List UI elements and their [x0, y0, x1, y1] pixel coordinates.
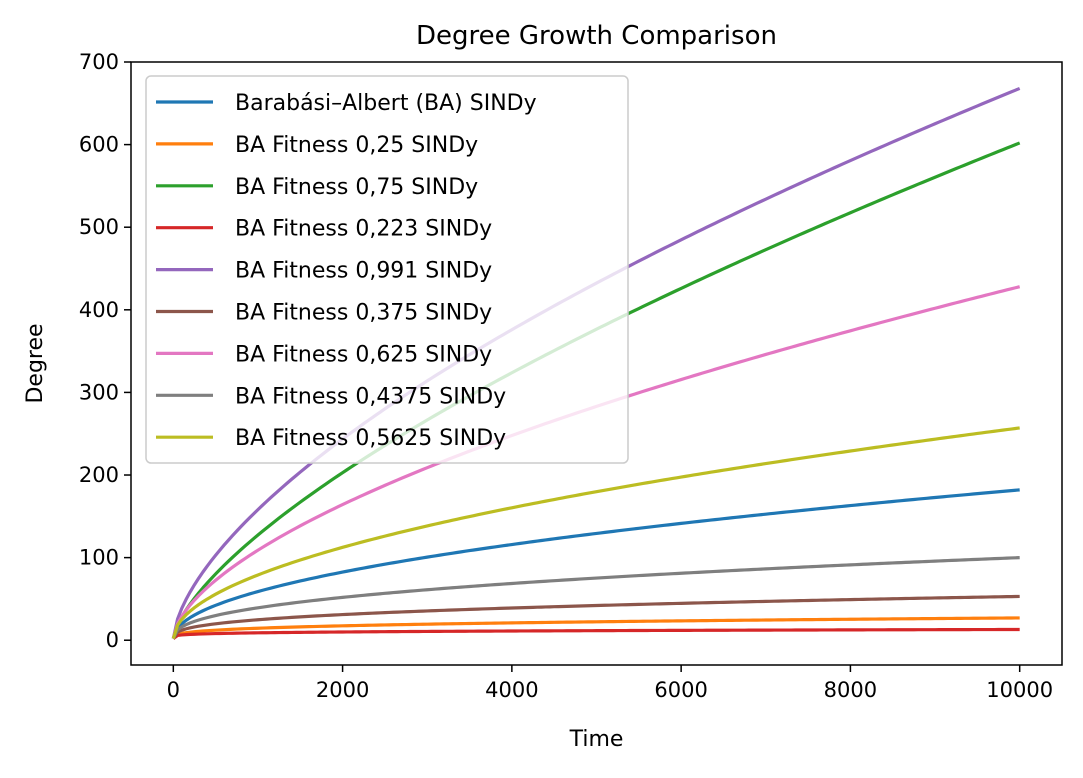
y-tick-label: 100 — [79, 546, 119, 570]
legend-label: BA Fitness 0,991 SINDy — [235, 259, 492, 284]
series-line-4 — [172, 627, 1020, 640]
x-tick-label: 0 — [167, 678, 180, 702]
legend-label: BA Fitness 0,25 SINDy — [235, 133, 478, 158]
legend-label: BA Fitness 0,375 SINDy — [235, 301, 492, 326]
chart-title: Degree Growth Comparison — [416, 21, 777, 51]
legend-label: BA Fitness 0,223 SINDy — [235, 217, 492, 242]
y-tick-label: 300 — [79, 380, 119, 404]
y-tick-label: 400 — [79, 298, 119, 322]
y-tick-label: 200 — [79, 463, 119, 487]
legend-box — [145, 75, 629, 464]
series-line-1 — [171, 488, 1020, 640]
legend-label: BA Fitness 0,5625 SINDy — [235, 426, 506, 451]
x-axis-label: Time — [569, 727, 624, 752]
x-tick-label: 8000 — [824, 678, 877, 702]
y-tick-label: 0 — [106, 628, 119, 652]
legend-label: BA Fitness 0,75 SINDy — [235, 175, 478, 200]
legend-label: Barabási–Albert (BA) SINDy — [235, 91, 537, 116]
x-tick-label: 10000 — [986, 678, 1053, 702]
legend: Barabási–Albert (BA) SINDy BA Fitness 0,2… — [145, 75, 629, 464]
x-tick-label: 2000 — [316, 678, 369, 702]
axes-frame — [130, 61, 1063, 666]
series-line-2 — [172, 616, 1020, 640]
legend-label: BA Fitness 0,625 SINDy — [235, 342, 492, 367]
series-line-6 — [171, 594, 1020, 640]
y-tick-label: 600 — [79, 133, 119, 157]
y-tick-label: 500 — [79, 215, 119, 239]
y-axis: 0 100 200 300 400 500 600 700 — [79, 50, 131, 652]
y-tick-label: 700 — [79, 50, 119, 74]
legend-label: BA Fitness 0,4375 SINDy — [235, 384, 506, 409]
y-axis-label: Degree — [23, 323, 48, 403]
x-axis: 0 2000 4000 6000 8000 10000 — [167, 665, 1053, 702]
x-tick-label: 6000 — [654, 678, 707, 702]
series-line-8 — [171, 556, 1020, 640]
x-tick-label: 4000 — [485, 678, 538, 702]
series-line-9 — [171, 426, 1020, 640]
